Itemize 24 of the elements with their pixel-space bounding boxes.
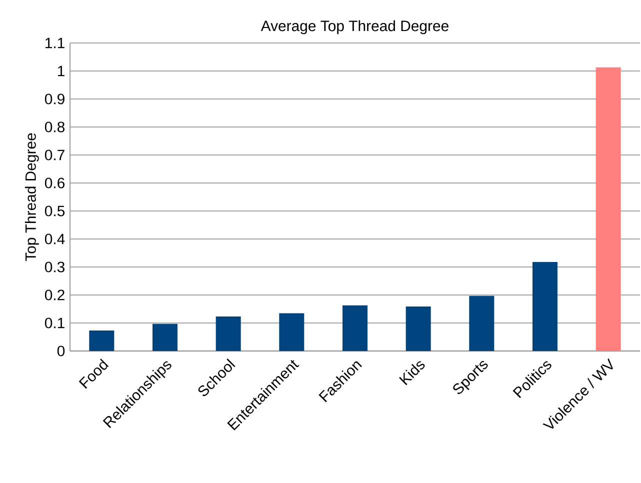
y-tick-label: 0.2 (44, 290, 64, 300)
bar (596, 67, 621, 351)
y-tick-label: 0.7 (44, 150, 64, 160)
chart-title: Average Top Thread Degree (260, 20, 448, 34)
x-tick-label: Kids (399, 361, 425, 386)
bar (532, 262, 558, 351)
bar (406, 306, 431, 351)
y-tick-label: 0.4 (44, 234, 65, 244)
y-tick-label: 1 (58, 66, 64, 76)
y-tick-label: 0 (57, 346, 65, 356)
bar (342, 305, 368, 351)
y-tick-label: 0.3 (44, 262, 65, 272)
y-tick-label: 0.6 (44, 178, 65, 188)
y-tick-label: 0.9 (44, 94, 64, 104)
y-axis-title: Top Thread Degree (24, 133, 39, 262)
bar (152, 324, 178, 351)
bar (216, 316, 241, 351)
bar (469, 296, 494, 351)
y-tick-label: 1.1 (46, 38, 64, 48)
bar (89, 330, 114, 351)
bar (279, 313, 304, 351)
y-tick-label: 0.5 (44, 206, 65, 216)
y-tick-label: 0.1 (44, 318, 64, 328)
y-tick-label: 0.8 (44, 122, 65, 132)
